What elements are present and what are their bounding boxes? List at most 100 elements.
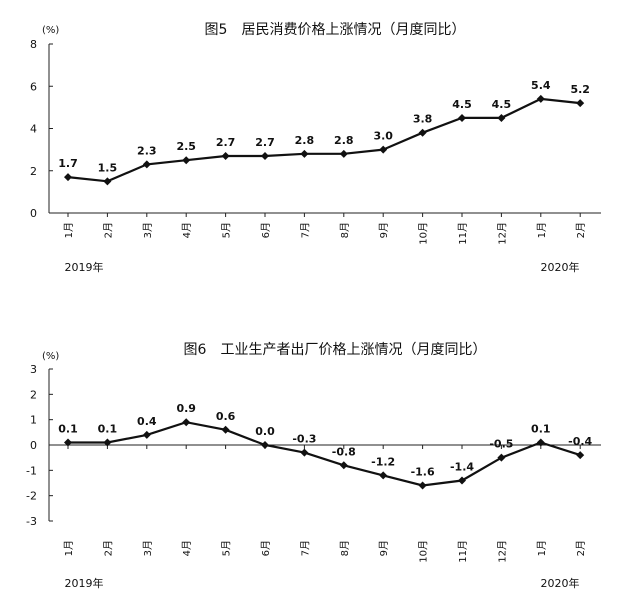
chart1-data-point [576,99,585,108]
chart1-plot: 0 2 4 6 8 1月 2月 3月 4月 5月 6月 7月 8月 9月 10月 11月 12月 1月 2月 1.7 1… [30,38,601,245]
chart1-xtick-label: 1月 [536,222,548,238]
chart2-ytick-label: -3 [26,515,37,528]
chart2-year-2019: 2019年 [65,576,104,590]
chart2-xtick-label: 2月 [102,540,114,556]
chart2-data-point [142,430,151,439]
chart1-ytick-label: 2 [30,165,37,178]
chart2-data-label: -0.4 [568,435,592,448]
chart2-xtick-label: 3月 [142,540,154,556]
chart2-xtick-label: 4月 [181,540,193,556]
chart1-data-point [379,145,388,154]
chart2-data-label: -0.5 [489,438,513,451]
chart2-data-label: 0.1 [58,422,78,435]
chart1-xtick-label: 2月 [102,222,114,238]
chart2-ytick-label: 2 [30,388,37,401]
chart2-year-2020: 2020年 [541,576,580,590]
chart1-xtick-label: 12月 [496,222,508,245]
chart2-plot: -3 -2 -1 0 1 2 3 1月 2月 3月 4月 5月 6月 7月 8月 9月 10月 11月 12月 1月 2… [26,363,601,563]
chart1-data-point [536,94,545,103]
chart1-data-point [300,149,309,158]
chart1-data-point [221,151,230,160]
chart2-data-point [300,448,309,457]
chart1-xtick-label: 11月 [457,222,469,245]
chart2-data-point [64,438,72,447]
chart1-data-label: 2.8 [334,134,354,147]
chart2-xtick-label: 6月 [260,540,272,556]
chart2-ytick-label: 0 [30,439,37,452]
chart2-xtick-label: 8月 [339,540,351,556]
chart1-data-point [339,149,348,158]
chart2-xtick-label: 7月 [299,540,311,556]
chart2-data-label: -1.4 [450,460,474,473]
chart2-data-label: -1.6 [411,466,435,479]
chart1-year-2019: 2019年 [65,260,104,274]
chart1-xtick-label: 1月 [63,222,75,238]
chart2-data-point [458,476,466,485]
chart2-xtick-label: 11月 [457,540,469,563]
chart2-ytick-label: -1 [26,464,37,477]
chart1-data-point [458,113,466,122]
chart2-data-point [576,451,585,460]
chart2-data-label: 0.6 [216,410,236,423]
chart1-data-label: 1.7 [58,157,78,170]
chart1-xtick-label: 6月 [260,222,272,238]
chart1-xtick-label: 4月 [181,222,193,238]
chart2-data-point [261,441,269,449]
chart1-year-2020: 2020年 [541,260,580,274]
chart2-data-point [103,438,112,447]
chart1-data-label: 2.8 [295,134,315,147]
chart2-xtick-label: 12月 [496,540,508,563]
chart2-data-point [497,453,506,462]
chart2-xtick-label: 10月 [418,540,430,563]
chart1-data-label: 3.0 [373,130,393,143]
chart1-data-label: 5.4 [531,79,551,92]
chart2-data-label: -1.2 [371,455,395,468]
chart2-data-label: -0.8 [332,445,356,458]
chart1-data-point [261,151,269,160]
chart1-ytick-label: 6 [30,80,37,93]
chart2-data-point [339,461,348,470]
chart1-data-label: 5.2 [570,83,590,96]
chart2-xtick-label: 1月 [536,540,548,556]
chart2-data-label: 0.0 [255,425,275,438]
chart1-xtick-label: 9月 [378,222,390,238]
chart1-xtick-label: 2月 [575,222,587,238]
chart1-data-point [182,156,191,165]
chart1-ytick-label: 4 [30,123,37,136]
chart2-data-point [182,418,191,427]
chart2-ytick-label: 3 [30,363,37,376]
chart2-series-line [68,421,581,487]
chart1-data-label: 4.5 [492,98,512,111]
chart1-data-point [497,113,506,122]
chart1-xtick-label: 3月 [142,222,154,238]
chart2-data-point [379,471,388,480]
chart2-ytick-label: 1 [30,414,37,427]
chart2-data-point [536,438,545,447]
chart1-ytick-label: 8 [30,38,37,51]
chart2-data-label: 0.1 [98,422,118,435]
chart1-data-point [142,160,151,169]
chart1-data-point [64,173,72,182]
chart2-xtick-label: 1月 [63,540,75,556]
chart2-data-point [418,481,427,490]
chart2-data-label: 0.1 [531,422,551,435]
chart1-data-point [418,128,427,137]
chart2-ytick-label: -2 [26,490,37,503]
chart1-xtick-label: 8月 [339,222,351,238]
chart1-data-label: 2.7 [255,136,275,149]
chart1-series-line [67,97,581,183]
chart1-ytick-label: 0 [30,207,37,220]
chart2-xtick-label: 5月 [221,540,233,556]
chart2-data-point [221,425,230,434]
chart1-data-label: 2.3 [137,144,157,157]
chart1-xtick-label: 10月 [418,222,430,245]
chart1-data-point [103,177,112,186]
chart1-unit: (%) [42,25,59,36]
chart2-title: 图6 工业生产者出厂价格上涨情况（月度同比） [184,342,487,358]
chart2-xtick-label: 2月 [575,540,587,556]
chart2-unit: (%) [42,351,59,362]
chart1-xtick-label: 5月 [221,222,233,238]
chart1-data-label: 2.7 [216,136,236,149]
